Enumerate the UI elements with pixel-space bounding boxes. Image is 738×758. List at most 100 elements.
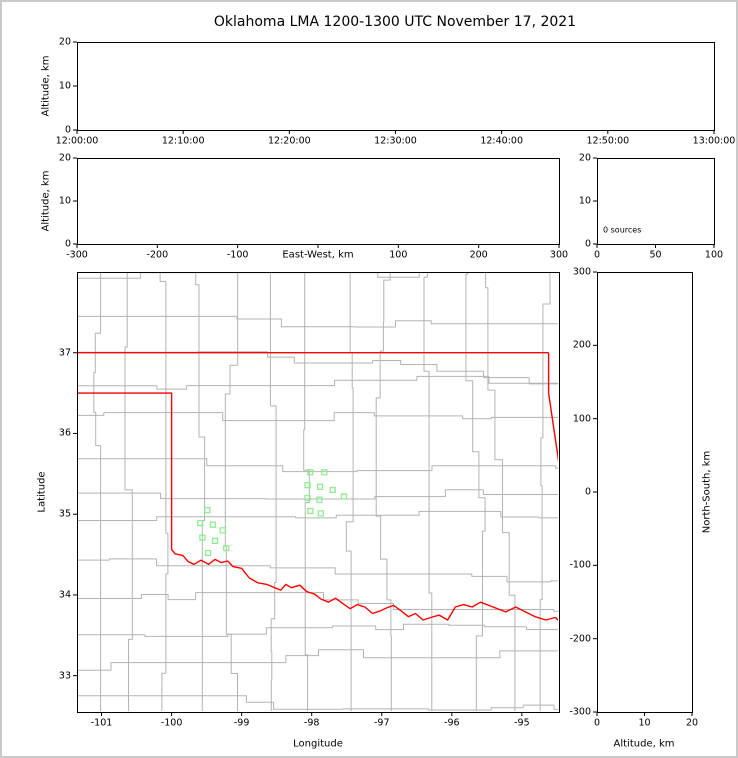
ew-panel-ylabel: Altitude, km: [40, 170, 52, 232]
county-line: [485, 273, 516, 711]
station-marker: [223, 544, 230, 552]
county-line: [78, 375, 558, 390]
ns-y-tick-label: 100: [572, 413, 591, 425]
station-markers: [197, 469, 348, 557]
time-panel-border: [77, 42, 715, 131]
station-marker: [321, 469, 328, 476]
county-line: [78, 351, 558, 385]
county-line: [224, 273, 239, 711]
time-y-tick-label: 20: [58, 36, 71, 48]
station-marker: [211, 537, 219, 544]
county-line: [78, 592, 558, 612]
county-line: [78, 695, 558, 711]
county-line: [423, 273, 433, 711]
map-y-tick-label: 33: [58, 670, 71, 682]
ew-x-tick-label: -300: [66, 249, 88, 261]
map-ylabel: Latitude: [36, 471, 48, 513]
station-marker: [340, 493, 348, 500]
ns-panel-ylabel: North-South, km: [701, 450, 713, 534]
ew-panel-border: [77, 158, 560, 245]
hist-y-tick-label: 0: [584, 238, 591, 250]
ns-y-tick-label: -300: [569, 706, 591, 718]
time-x-tick-label: 12:30:00: [374, 135, 417, 147]
station-marker: [197, 519, 204, 527]
station-marker: [307, 469, 314, 476]
ns-x-tick-label: 10: [638, 717, 651, 729]
county-line: [78, 489, 558, 500]
county-line: [93, 273, 102, 711]
county-line: [303, 273, 310, 711]
map-x-tick-label: -95: [514, 717, 530, 729]
map-y-tick-label: 35: [58, 508, 71, 520]
time-y-tick-label: 0: [64, 124, 71, 136]
ew-y-tick-label: 0: [64, 238, 71, 250]
hist-y-tick-label: 20: [578, 152, 591, 164]
time-x-tick-label: 12:20:00: [267, 135, 311, 147]
county-line: [195, 273, 206, 711]
station-marker: [219, 527, 226, 534]
map-panel-border: [77, 272, 560, 713]
county-line: [78, 315, 558, 328]
map-x-tick-label: -96: [444, 717, 460, 729]
state-border: [78, 392, 558, 622]
ew-panel-xlabel: East-West, km: [282, 249, 354, 261]
ew-x-tick-label: 100: [389, 249, 408, 261]
map-y-tick-label: 36: [58, 427, 71, 439]
figure-title: Oklahoma LMA 1200-1300 UTC November 17, …: [213, 14, 577, 30]
station-marker: [204, 507, 211, 514]
station-marker: [316, 483, 324, 490]
county-line: [78, 558, 558, 583]
ns-y-tick-label: 300: [572, 266, 591, 278]
station-marker: [304, 494, 311, 502]
time-panel-ylabel: Altitude, km: [40, 55, 52, 117]
hist-x-tick-label: 100: [704, 249, 724, 261]
station-marker: [304, 481, 311, 489]
station-marker: [317, 510, 324, 517]
time-x-tick-label: 12:50:00: [586, 135, 630, 147]
county-line: [345, 273, 354, 711]
ew-x-tick-label: -100: [226, 249, 249, 261]
ew-x-tick-label: 300: [549, 249, 569, 261]
county-line: [465, 273, 486, 711]
county-lines: [78, 273, 558, 711]
map-x-tick-label: -98: [303, 717, 320, 729]
county-line: [78, 649, 558, 671]
time-x-tick-label: 12:10:00: [161, 135, 205, 147]
map-x-tick-label: -99: [233, 717, 250, 729]
county-line: [159, 273, 169, 711]
map-x-tick-label: -101: [90, 717, 113, 729]
ns-y-tick-label: 0: [584, 486, 591, 498]
ew-x-tick-label: 200: [469, 249, 488, 261]
county-line: [78, 273, 420, 279]
ns-x-tick-label: 0: [593, 717, 601, 729]
station-marker: [316, 496, 323, 503]
time-x-tick-label: 12:40:00: [480, 135, 523, 147]
hist-y-tick-label: 10: [578, 195, 591, 207]
ew-y-tick-label: 20: [58, 152, 71, 164]
station-marker: [204, 549, 212, 557]
map-xlabel: Longitude: [293, 738, 343, 750]
ns-y-tick-label: -200: [569, 633, 591, 645]
map-x-tick-label: -100: [160, 717, 183, 729]
county-line: [78, 510, 558, 521]
map-y-tick-label: 37: [58, 347, 71, 359]
ew-y-tick-label: 10: [58, 195, 71, 207]
county-line: [375, 273, 392, 711]
map-layer: [78, 273, 558, 711]
county-line: [124, 273, 133, 711]
station-marker: [307, 507, 314, 515]
county-line: [78, 412, 558, 422]
map-y-tick-label: 34: [58, 589, 71, 601]
station-marker: [199, 534, 206, 541]
county-line: [539, 273, 551, 711]
state-border: [547, 352, 558, 462]
county-line: [78, 623, 558, 637]
county-line: [78, 458, 558, 473]
county-line: [269, 273, 277, 711]
ns-y-tick-label: 200: [572, 339, 591, 351]
map-x-tick-label: -97: [373, 717, 390, 729]
hist-x-tick-label: 50: [649, 249, 662, 261]
hist-x-tick-label: 0: [593, 249, 601, 261]
